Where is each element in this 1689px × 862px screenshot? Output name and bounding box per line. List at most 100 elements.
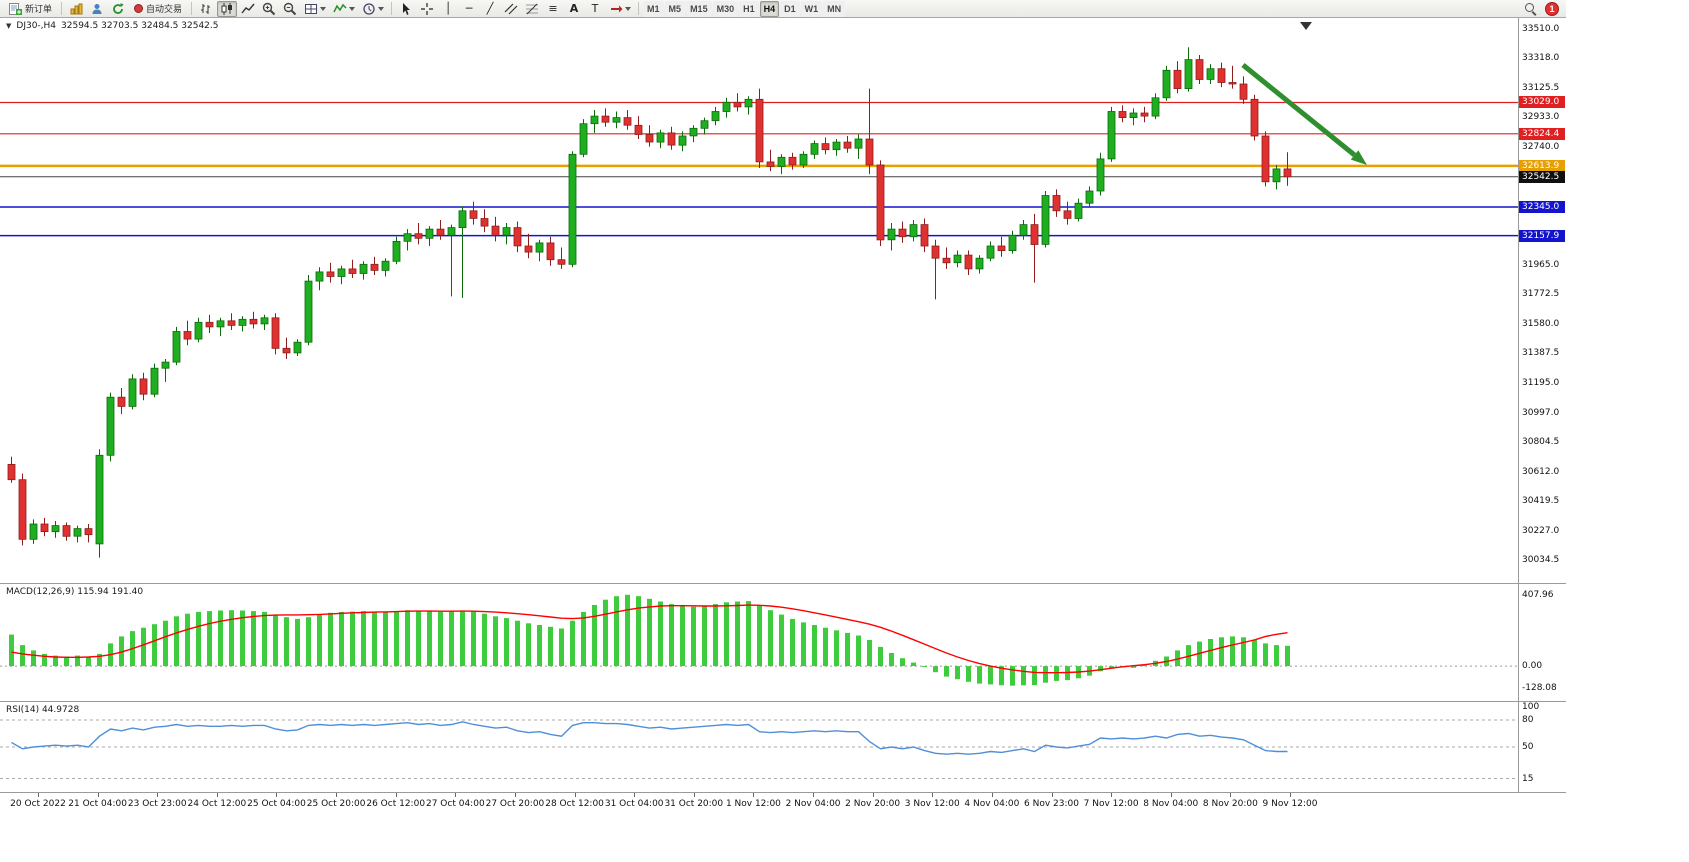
timeframe-button-m5[interactable]: M5 <box>664 0 686 17</box>
rsi-chart[interactable]: RSI(14) 44.9728 <box>0 702 1518 792</box>
price-chart[interactable]: ▼ DJ30-,H4 32594.5 32703.5 32484.5 32542… <box>0 18 1518 583</box>
line-chart-button[interactable] <box>238 1 258 17</box>
zoom-in-button[interactable] <box>259 1 279 17</box>
dropdown-caret-icon <box>378 7 385 14</box>
dropdown-caret-icon <box>349 7 356 14</box>
time-axis-label: 28 Oct 12:00 <box>545 799 604 809</box>
timeframe-button-h1[interactable]: H1 <box>739 0 759 17</box>
search-icon <box>1524 2 1537 15</box>
cursor-button[interactable] <box>396 1 416 17</box>
macd-axis-tick: 407.96 <box>1522 589 1554 600</box>
time-axis-tick <box>1111 793 1113 797</box>
price-badge-33029.0: 33029.0 <box>1519 96 1565 109</box>
time-axis-label: 7 Nov 12:00 <box>1083 799 1139 809</box>
dropdown-caret-icon <box>625 7 632 14</box>
refresh-button[interactable] <box>108 1 128 17</box>
ohlc-bars-icon <box>201 3 211 14</box>
macd-axis-tick: -128.08 <box>1522 683 1557 694</box>
rsi-axis-tick: 100 <box>1522 702 1540 712</box>
templates-button[interactable] <box>359 1 387 17</box>
price-axis-tick: 31195.0 <box>1522 377 1560 388</box>
chart-ohlc-values: 32594.5 32703.5 32484.5 32542.5 <box>61 21 219 31</box>
timeframe-button-h4[interactable]: H4 <box>759 0 780 17</box>
price-pane: ▼ DJ30-,H4 32594.5 32703.5 32484.5 32542… <box>0 18 1566 583</box>
time-axis-tick <box>157 793 159 797</box>
clock-icon <box>363 2 375 15</box>
horizontal-line-button[interactable]: ─ <box>459 1 479 17</box>
chart-shift-marker-icon[interactable] <box>1300 22 1312 30</box>
timeframe-button-m30[interactable]: M30 <box>712 0 739 17</box>
price-axis-tick: 30227.0 <box>1522 525 1560 536</box>
charts-button[interactable] <box>66 1 86 17</box>
price-axis-tick: 31965.0 <box>1522 260 1560 271</box>
time-axis-tick <box>574 793 576 797</box>
macd-title-bar: MACD(12,26,9) 115.94 191.40 <box>6 587 143 597</box>
crosshair-button[interactable] <box>417 1 437 17</box>
price-axis-tick: 32933.0 <box>1522 112 1560 123</box>
refresh-icon <box>113 3 124 14</box>
time-axis-label: 21 Oct 04:00 <box>68 799 127 809</box>
text-button[interactable]: A <box>564 1 584 17</box>
timeframe-button-w1[interactable]: W1 <box>800 0 823 17</box>
one-click-collapse-icon[interactable]: ▼ <box>6 22 12 30</box>
channel-button[interactable] <box>501 1 521 17</box>
new-order-button[interactable]: 新订单 <box>3 1 57 17</box>
price-axis[interactable]: 33510.0 33318.0 33125.5 32933.0 32740.0 31965… <box>1518 18 1565 583</box>
time-axis-label: 4 Nov 04:00 <box>964 799 1020 809</box>
autotrading-label: 自动交易 <box>146 4 183 14</box>
channel-icon <box>504 3 518 14</box>
rsi-label: RSI(14) 44.9728 <box>6 705 80 715</box>
bar-graph-icon <box>70 3 83 14</box>
time-axis-tick <box>38 793 39 797</box>
time-axis-tick <box>216 793 218 797</box>
new-order-label: 新订单 <box>25 4 53 14</box>
zoom-out-button[interactable] <box>280 1 300 17</box>
grid-button[interactable]: ≡ <box>543 1 563 17</box>
timeframe-button-mn[interactable]: MN <box>823 0 846 17</box>
notification-badge[interactable]: 1 <box>1545 1 1559 16</box>
time-axis-tick <box>1170 793 1172 797</box>
macd-histogram <box>9 594 1290 686</box>
person-icon <box>92 3 102 14</box>
fibonacci-button[interactable] <box>522 1 542 17</box>
cursor-icon <box>403 2 411 15</box>
rsi-axis-tick: 50 <box>1522 742 1534 752</box>
price-axis-tick: 31387.5 <box>1522 348 1560 359</box>
time-axis-label: 27 Oct 20:00 <box>485 799 545 809</box>
trend-arrow[interactable] <box>1241 63 1357 157</box>
macd-chart[interactable]: MACD(12,26,9) 115.94 191.40 <box>0 584 1518 701</box>
profiles-button[interactable] <box>87 1 107 17</box>
rsi-axis[interactable]: 100 80 50 15 <box>1518 702 1565 792</box>
search-button[interactable] <box>1520 1 1540 17</box>
time-axis-tick <box>395 793 397 797</box>
timeframe-button-m15[interactable]: M15 <box>686 0 712 17</box>
trendline-button[interactable]: ╱ <box>480 1 500 17</box>
crosshair-icon <box>421 2 434 15</box>
autotrading-button[interactable]: 自动交易 <box>129 1 187 17</box>
price-badge-32613.9: 32613.9 <box>1519 159 1565 172</box>
time-axis-label: 25 Oct 04:00 <box>247 799 306 809</box>
macd-axis[interactable]: 407.96 0.00 -128.08 <box>1518 584 1565 701</box>
time-axis-tick <box>336 793 338 797</box>
time-axis-label: 2 Nov 20:00 <box>845 799 901 809</box>
price-axis-tick: 30612.0 <box>1522 466 1560 477</box>
chart-symbol-period: DJ30-,H4 <box>16 21 57 31</box>
arrows-button[interactable] <box>606 1 634 17</box>
new-order-icon <box>9 2 22 15</box>
candlestick-chart-button[interactable] <box>217 0 238 17</box>
time-axis-label: 27 Oct 04:00 <box>425 799 485 809</box>
zoom-out-icon <box>283 2 297 15</box>
arrow-icon <box>611 5 623 12</box>
timeframe-button-d1[interactable]: D1 <box>780 0 800 17</box>
mt4-window: 新订单 自动交易 <box>0 0 1566 813</box>
bar-chart-button[interactable] <box>196 1 216 17</box>
timeframe-button-m1[interactable]: M1 <box>643 0 664 17</box>
vertical-line-button[interactable]: │ <box>438 1 458 17</box>
price-badge-32157.9: 32157.9 <box>1519 229 1565 242</box>
indicators-button[interactable] <box>330 1 358 17</box>
time-axis[interactable]: 20 Oct 2022 21 Oct 04:00 23 Oct 23:00 24 Oc… <box>0 792 1566 813</box>
text-label-button[interactable]: T <box>585 1 605 17</box>
price-badge-32824.4: 32824.4 <box>1519 127 1565 140</box>
time-axis-tick <box>276 793 278 797</box>
tile-windows-button[interactable] <box>301 1 329 17</box>
